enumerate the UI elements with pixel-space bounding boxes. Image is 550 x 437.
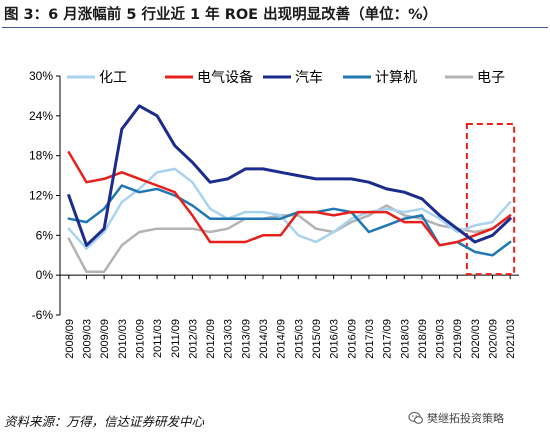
- legend-label: 电气设备: [197, 69, 253, 86]
- wechat-icon: [408, 411, 424, 424]
- series-line-汽车: [67, 104, 512, 247]
- x-tick-label: 2011/09: [170, 319, 182, 358]
- x-tick-label: 2010/03: [117, 319, 129, 359]
- y-tick-label: -6%: [32, 308, 54, 322]
- y-tick-label: 12%: [29, 189, 53, 203]
- x-tick-label: 2016/03: [329, 319, 341, 359]
- x-tick-label: 2015/03: [293, 319, 305, 359]
- x-tick-label: 2008/09: [64, 319, 76, 359]
- figure-title: 图 3：6 月涨幅前 5 行业近 1 年 ROE 出现明显改善（单位：%）: [4, 7, 438, 23]
- highlight-box: [465, 123, 516, 276]
- x-tick-label: 2019/09: [452, 319, 464, 359]
- x-tick-label: 2013/09: [240, 319, 252, 359]
- watermark: 樊继拓投资策略: [408, 410, 504, 426]
- source-note: 资料来源：万得，信达证券研发中心: [4, 414, 205, 429]
- y-tick-label: 6%: [36, 228, 54, 242]
- x-tick-label: 2019/03: [435, 319, 447, 359]
- x-tick-label: 2018/09: [417, 319, 429, 359]
- x-tick-label: 2014/09: [276, 319, 288, 359]
- x-tick-label: 2013/03: [223, 319, 235, 359]
- legend-label: 计算机: [375, 70, 417, 86]
- legend-label: 汽车: [295, 69, 323, 86]
- x-tick-label: 2017/03: [364, 319, 376, 359]
- x-tick-label: 2009/09: [99, 319, 111, 359]
- y-tick-label: 24%: [29, 109, 53, 123]
- x-tick-label: 2011/03: [152, 319, 164, 358]
- x-tick-label: 2014/03: [258, 319, 270, 359]
- x-tick-label: 2016/09: [346, 319, 358, 359]
- watermark-text: 樊继拓投资策略: [427, 412, 504, 425]
- y-tick-label: 30%: [29, 69, 53, 83]
- x-tick-label: 2010/09: [134, 319, 146, 359]
- series-line-电气设备: [67, 151, 512, 247]
- y-tick-label: 18%: [29, 149, 53, 163]
- x-tick-label: 2018/03: [399, 319, 411, 359]
- x-tick-label: 2020/09: [488, 319, 500, 359]
- x-tick-label: 2012/09: [205, 319, 217, 359]
- legend-label: 化工: [99, 70, 127, 86]
- x-tick-label: 2021/03: [505, 319, 517, 359]
- x-tick-label: 2012/03: [187, 319, 199, 359]
- title-divider: [2, 27, 548, 28]
- x-tick-label: 2015/09: [311, 319, 323, 359]
- x-tick-label: 2009/03: [81, 319, 93, 359]
- x-tick-label: 2017/09: [382, 319, 394, 359]
- y-tick-label: 0%: [36, 268, 54, 282]
- legend-label: 电子: [477, 70, 505, 86]
- x-tick-label: 2020/03: [470, 319, 482, 359]
